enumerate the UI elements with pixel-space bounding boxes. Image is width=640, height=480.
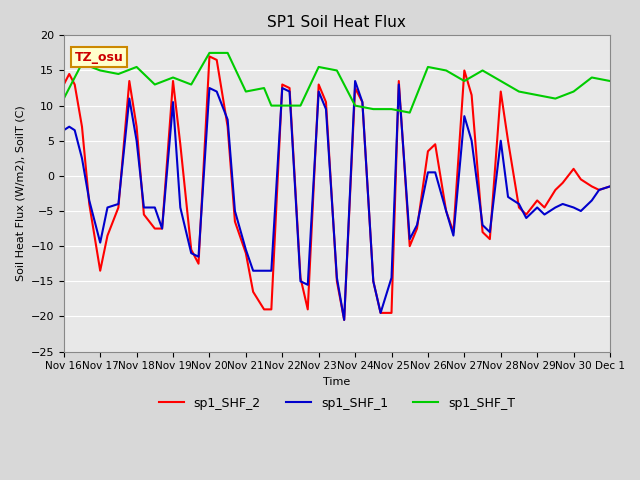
sp1_SHF_1: [340, 317, 348, 323]
sp1_SHF_1: [97, 240, 104, 245]
sp1_SHF_T: [406, 110, 413, 116]
sp1_SHF_T: [188, 82, 195, 87]
sp1_SHF_1: [322, 106, 330, 112]
sp1_SHF_T: [442, 68, 450, 73]
sp1_SHF_2: [552, 187, 559, 193]
Title: SP1 Soil Heat Flux: SP1 Soil Heat Flux: [268, 15, 406, 30]
sp1_SHF_1: [606, 183, 614, 189]
Line: sp1_SHF_2: sp1_SHF_2: [64, 57, 610, 320]
sp1_SHF_T: [479, 68, 486, 73]
sp1_SHF_2: [606, 183, 614, 189]
sp1_SHF_2: [97, 268, 104, 274]
sp1_SHF_2: [406, 243, 413, 249]
sp1_SHF_1: [60, 127, 68, 133]
sp1_SHF_T: [242, 89, 250, 95]
Y-axis label: Soil Heat Flux (W/m2), SoilT (C): Soil Heat Flux (W/m2), SoilT (C): [15, 106, 25, 281]
Line: sp1_SHF_1: sp1_SHF_1: [64, 81, 610, 320]
sp1_SHF_T: [205, 50, 213, 56]
sp1_SHF_2: [340, 317, 348, 323]
sp1_SHF_T: [224, 50, 232, 56]
sp1_SHF_T: [606, 78, 614, 84]
sp1_SHF_T: [588, 74, 596, 80]
sp1_SHF_T: [169, 74, 177, 80]
sp1_SHF_T: [570, 89, 577, 95]
sp1_SHF_T: [151, 82, 159, 87]
sp1_SHF_T: [78, 60, 86, 66]
sp1_SHF_T: [461, 78, 468, 84]
sp1_SHF_1: [351, 78, 359, 84]
X-axis label: Time: Time: [323, 377, 351, 387]
sp1_SHF_T: [424, 64, 432, 70]
sp1_SHF_T: [97, 68, 104, 73]
sp1_SHF_T: [260, 85, 268, 91]
sp1_SHF_2: [60, 82, 68, 87]
sp1_SHF_T: [268, 103, 275, 108]
sp1_SHF_2: [195, 261, 202, 266]
Text: TZ_osu: TZ_osu: [75, 50, 124, 64]
sp1_SHF_2: [158, 226, 166, 231]
sp1_SHF_T: [333, 68, 340, 73]
sp1_SHF_T: [115, 71, 122, 77]
sp1_SHF_T: [515, 89, 523, 95]
sp1_SHF_T: [552, 96, 559, 101]
sp1_SHF_T: [369, 106, 377, 112]
sp1_SHF_1: [406, 236, 413, 242]
sp1_SHF_T: [533, 92, 541, 98]
Line: sp1_SHF_T: sp1_SHF_T: [64, 53, 610, 113]
sp1_SHF_1: [552, 204, 559, 210]
sp1_SHF_2: [333, 278, 340, 284]
sp1_SHF_T: [278, 103, 286, 108]
sp1_SHF_T: [388, 106, 396, 112]
sp1_SHF_T: [60, 96, 68, 101]
sp1_SHF_T: [315, 64, 323, 70]
sp1_SHF_T: [296, 103, 304, 108]
sp1_SHF_T: [132, 64, 140, 70]
sp1_SHF_2: [205, 54, 213, 60]
sp1_SHF_1: [158, 226, 166, 231]
sp1_SHF_1: [195, 254, 202, 260]
sp1_SHF_T: [497, 78, 504, 84]
Legend: sp1_SHF_2, sp1_SHF_1, sp1_SHF_T: sp1_SHF_2, sp1_SHF_1, sp1_SHF_T: [154, 392, 520, 415]
sp1_SHF_T: [351, 103, 359, 108]
